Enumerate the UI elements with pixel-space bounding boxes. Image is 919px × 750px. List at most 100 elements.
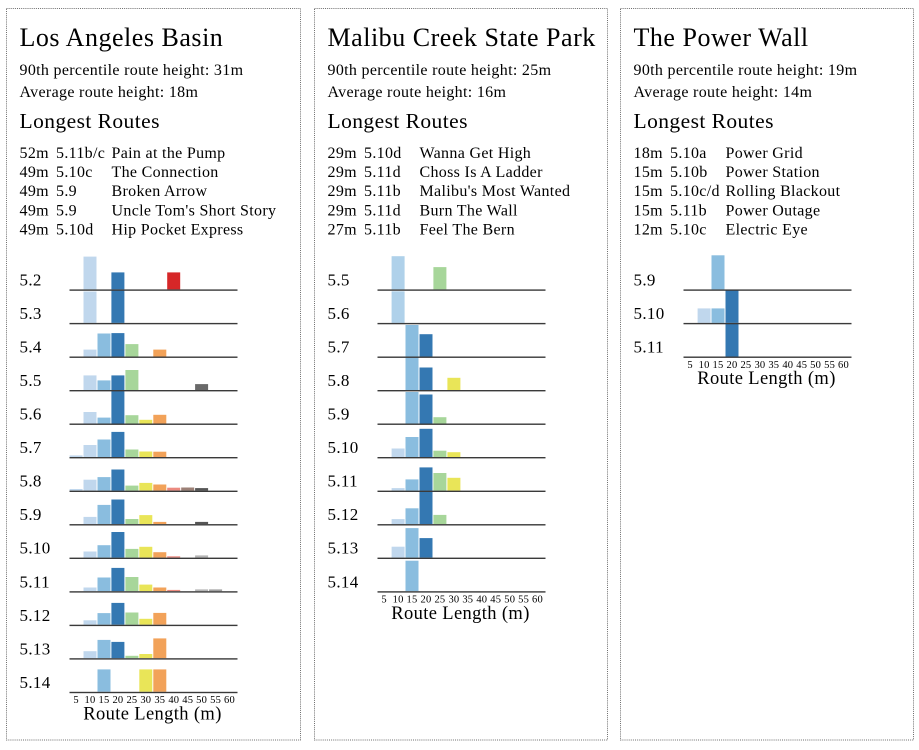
svg-text:5.8: 5.8 [328,371,350,390]
svg-text:Malibu Creek State Park: Malibu Creek State Park [328,23,596,52]
svg-text:10: 10 [699,360,710,371]
svg-text:12m: 12m [634,221,664,238]
svg-text:25: 25 [740,360,751,371]
svg-text:90th percentile route height:: 90th percentile route height: 31m [20,62,244,79]
svg-text:Uncle Tom's Short Story: Uncle Tom's Short Story [112,202,277,219]
svg-text:Pain at the Pump: Pain at the Pump [112,145,226,162]
svg-text:5.11: 5.11 [20,572,50,591]
svg-text:5.6: 5.6 [328,304,350,323]
svg-text:10: 10 [393,595,404,606]
svg-text:30: 30 [140,695,151,706]
svg-text:29m: 29m [328,164,358,181]
svg-text:15: 15 [99,695,110,706]
svg-text:50: 50 [504,595,515,606]
svg-text:29m: 29m [328,145,358,162]
svg-text:5.13: 5.13 [328,539,359,558]
svg-text:Average route height: 18m: Average route height: 18m [20,84,199,101]
svg-text:5.11b: 5.11b [364,183,401,200]
svg-text:25: 25 [126,695,137,706]
svg-text:5.6: 5.6 [20,405,42,424]
svg-text:55: 55 [824,360,835,371]
svg-text:Route Length (m): Route Length (m) [83,704,221,724]
svg-text:5.8: 5.8 [20,472,42,491]
svg-text:50: 50 [810,360,821,371]
svg-text:50: 50 [196,695,207,706]
svg-text:Power Grid: Power Grid [726,145,803,162]
svg-text:5.11b/c: 5.11b/c [56,145,105,162]
svg-text:5.11: 5.11 [328,472,358,491]
svg-text:5.3: 5.3 [20,304,42,323]
svg-text:55: 55 [518,595,529,606]
svg-text:5.10b: 5.10b [670,164,708,181]
svg-text:5.2: 5.2 [20,271,42,290]
svg-text:40: 40 [476,595,487,606]
svg-text:49m: 49m [20,183,50,200]
svg-text:35: 35 [154,695,165,706]
svg-text:40: 40 [782,360,793,371]
svg-text:49m: 49m [20,202,50,219]
svg-text:5.11d: 5.11d [364,164,401,181]
svg-text:5.7: 5.7 [328,338,350,357]
svg-text:5: 5 [381,595,386,606]
svg-text:27m: 27m [328,221,358,238]
svg-text:49m: 49m [20,221,50,238]
svg-text:18m: 18m [634,145,664,162]
svg-text:5.10c: 5.10c [670,221,707,238]
svg-text:15m: 15m [634,202,664,219]
svg-text:60: 60 [532,595,543,606]
svg-text:5.10: 5.10 [328,438,359,457]
svg-text:5.12: 5.12 [328,505,359,524]
svg-text:5.9: 5.9 [634,271,656,290]
svg-text:10: 10 [85,695,96,706]
svg-text:5.5: 5.5 [328,271,350,290]
svg-text:Hip Pocket Express: Hip Pocket Express [112,221,244,238]
svg-text:Malibu's Most Wanted: Malibu's Most Wanted [420,183,571,200]
svg-text:5.12: 5.12 [20,606,51,625]
svg-text:20: 20 [421,595,432,606]
svg-text:45: 45 [796,360,807,371]
svg-text:Longest Routes: Longest Routes [328,109,468,133]
svg-text:5.13: 5.13 [20,639,51,658]
svg-text:Wanna Get High: Wanna Get High [420,145,532,162]
svg-text:The Connection: The Connection [112,164,219,181]
svg-text:5.11b: 5.11b [364,221,401,238]
svg-text:Electric Eye: Electric Eye [726,221,808,238]
svg-text:5.10a: 5.10a [670,145,707,162]
svg-text:The Power Wall: The Power Wall [634,23,809,52]
svg-text:Los Angeles Basin: Los Angeles Basin [20,23,224,52]
svg-text:15m: 15m [634,164,664,181]
svg-text:5.9: 5.9 [56,183,77,200]
svg-text:52m: 52m [20,145,50,162]
svg-text:90th percentile route height:: 90th percentile route height: 25m [328,62,552,79]
svg-text:Rolling Blackout: Rolling Blackout [726,183,841,200]
svg-text:15m: 15m [634,183,664,200]
svg-text:Burn The Wall: Burn The Wall [420,202,519,219]
svg-text:5.4: 5.4 [20,338,42,357]
svg-text:55: 55 [210,695,221,706]
svg-text:Route Length (m): Route Length (m) [697,369,835,389]
svg-text:5.11b: 5.11b [670,202,707,219]
svg-text:5.10: 5.10 [20,539,51,558]
svg-text:29m: 29m [328,202,358,219]
svg-text:40: 40 [168,695,179,706]
svg-text:90th percentile route height:: 90th percentile route height: 19m [634,62,858,79]
svg-text:29m: 29m [328,183,358,200]
svg-text:5.10d: 5.10d [364,145,402,162]
svg-text:5.5: 5.5 [20,371,42,390]
svg-text:15: 15 [407,595,418,606]
svg-text:5: 5 [687,360,692,371]
svg-text:5.10c/d: 5.10c/d [670,183,720,200]
svg-text:35: 35 [462,595,473,606]
svg-text:49m: 49m [20,164,50,181]
svg-text:5.14: 5.14 [20,673,51,692]
svg-text:Average route height: 16m: Average route height: 16m [328,84,507,101]
svg-text:5.11d: 5.11d [364,202,401,219]
svg-text:60: 60 [838,360,849,371]
svg-text:45: 45 [182,695,193,706]
svg-text:45: 45 [490,595,501,606]
svg-text:5.11: 5.11 [634,338,664,357]
svg-text:30: 30 [448,595,459,606]
svg-text:Feel The Bern: Feel The Bern [420,221,515,238]
svg-text:5.9: 5.9 [328,405,350,424]
svg-text:Broken Arrow: Broken Arrow [112,183,208,200]
